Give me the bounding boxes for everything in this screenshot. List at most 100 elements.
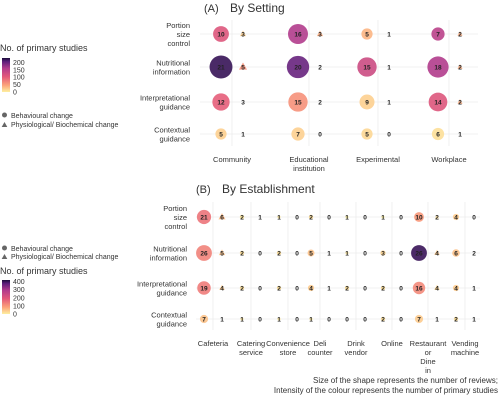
behavioural-count-label: 2 (240, 285, 244, 292)
physiological-count-label: 1 (387, 64, 391, 71)
behavioural-circle (277, 215, 281, 219)
behavioural-circle (212, 93, 230, 111)
behavioural-count-label: 5 (219, 131, 223, 138)
row-label: Nutritional (156, 59, 190, 68)
row-label: Portion (166, 21, 190, 30)
behavioural-count-label: 9 (365, 99, 369, 106)
physiological-count-label: 2 (458, 99, 462, 106)
panel-a-letter: (A) (204, 3, 219, 15)
row-label: Portion (163, 204, 187, 213)
caption-line-1: Size of the shape represents the number … (313, 376, 498, 385)
physiological-count-label: 0 (318, 131, 322, 138)
behavioural-circle (414, 314, 424, 324)
behavioural-count-label: 26 (200, 250, 208, 257)
physiological-count-label: 1 (472, 316, 476, 323)
physiological-triangle (238, 62, 248, 70)
behavioural-circle (288, 92, 308, 112)
physiological-count-label: 2 (318, 64, 322, 71)
behavioural-count-label: 10 (217, 31, 225, 38)
column-label: Cafeteria (198, 339, 229, 348)
physiological-count-label: 0 (363, 214, 367, 221)
physiological-count-label: 1 (220, 316, 224, 323)
column-label: Workplace (431, 155, 466, 164)
legend-b-behavioural: Behavioural change (11, 246, 73, 253)
physiological-count-label: 1 (387, 31, 391, 38)
row-label: control (164, 222, 187, 231)
legend-a-color-title: No. of primary studies (0, 43, 88, 53)
physiological-triangle (239, 30, 247, 37)
row-label: information (150, 254, 187, 263)
row-label: Contextual (154, 126, 190, 135)
behavioural-count-label: 20 (294, 64, 302, 71)
physiological-triangle (316, 30, 324, 37)
physiological-triangle (434, 249, 440, 255)
column-label: or (425, 348, 432, 357)
legend-b-color-title: No. of primary studies (0, 266, 88, 276)
legend-a-color-tick: 50 (13, 82, 21, 89)
behavioural-count-label: 3 (381, 250, 385, 257)
behavioural-count-label: 7 (296, 131, 300, 138)
physiological-count-label: 6 (220, 214, 224, 221)
behavioural-count-label: 2 (381, 316, 385, 323)
row-label: information (153, 68, 190, 77)
column-label: Catering (237, 339, 265, 348)
column-label: institution (293, 164, 325, 173)
physiological-count-label: 0 (363, 250, 367, 257)
behavioural-count-label: 4 (454, 285, 458, 292)
legend-a-color-tick: 200 (13, 60, 25, 67)
physiological-triangle (434, 284, 440, 290)
physiological-count-label: 0 (399, 285, 403, 292)
physiological-count-label: 0 (399, 214, 403, 221)
behavioural-circle (359, 94, 375, 110)
physiological-count-label: 0 (387, 131, 391, 138)
physiological-count-label: 2 (458, 64, 462, 71)
legend-b-color-tick: 100 (13, 303, 25, 310)
behavioural-circle (428, 92, 448, 112)
physiological-count-label: 4 (435, 250, 439, 257)
row-label: Interpretational (137, 280, 187, 289)
behavioural-count-label: 14 (434, 99, 442, 106)
physiological-count-label: 1 (435, 316, 439, 323)
legend-b-color-tick: 200 (13, 295, 25, 302)
column-label: Restaurant (410, 339, 448, 348)
behavioural-count-label: 26 (415, 250, 423, 257)
behavioural-count-label: 2 (240, 214, 244, 221)
column-label: Vending (451, 339, 478, 348)
behavioural-circle (380, 250, 386, 256)
behavioural-count-label: 16 (294, 31, 302, 38)
behavioural-circle (197, 281, 211, 295)
panel-b-title: By Establishment (222, 182, 315, 196)
legend-b-circle-icon (2, 245, 7, 251)
behavioural-circle (380, 285, 386, 291)
behavioural-count-label: 12 (217, 99, 225, 106)
behavioural-count-label: 15 (294, 99, 302, 106)
behavioural-circle (412, 281, 426, 295)
row-label: Nutritional (153, 245, 187, 254)
physiological-triangle (457, 31, 463, 36)
behavioural-count-label: 2 (277, 250, 281, 257)
legend-b-color-tick: 400 (13, 279, 25, 286)
physiological-count-label: 5 (220, 250, 224, 257)
behavioural-count-label: 0 (345, 316, 349, 323)
physiological-count-label: 1 (472, 285, 476, 292)
row-label: guidance (160, 103, 190, 112)
column-label: Dine (420, 357, 435, 366)
behavioural-count-label: 1 (277, 316, 281, 323)
physiological-triangle (457, 64, 463, 69)
physiological-count-label: 0 (472, 214, 476, 221)
row-label: Contextual (151, 311, 187, 320)
physiological-count-label: 4 (435, 285, 439, 292)
row-label: guidance (157, 289, 187, 298)
behavioural-count-label: 7 (417, 316, 421, 323)
behavioural-count-label: 4 (454, 214, 458, 221)
row-label: size (177, 30, 190, 39)
physiological-count-label: 1 (327, 285, 331, 292)
column-label: service (239, 348, 263, 357)
behavioural-count-label: 16 (415, 285, 423, 292)
legend-a-triangle-icon (1, 122, 8, 127)
behavioural-circle (213, 26, 229, 42)
behavioural-count-label: 2 (454, 316, 458, 323)
physiological-triangle (457, 99, 463, 104)
